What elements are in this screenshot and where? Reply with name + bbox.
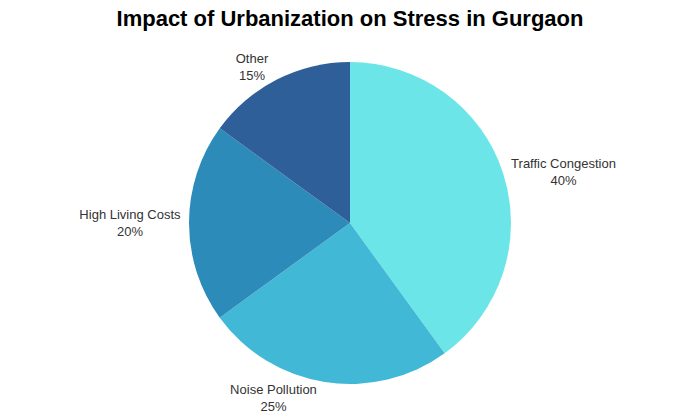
svg-text:Noise Pollution25%: Noise Pollution25% <box>230 382 317 414</box>
svg-text:Traffic Congestion40%: Traffic Congestion40% <box>511 156 616 188</box>
svg-text:High Living Costs20%: High Living Costs20% <box>79 207 181 239</box>
svg-text:Impact of Urbanization on Stre: Impact of Urbanization on Stress in Gurg… <box>117 6 584 31</box>
svg-text:Other15%: Other15% <box>236 51 269 83</box>
